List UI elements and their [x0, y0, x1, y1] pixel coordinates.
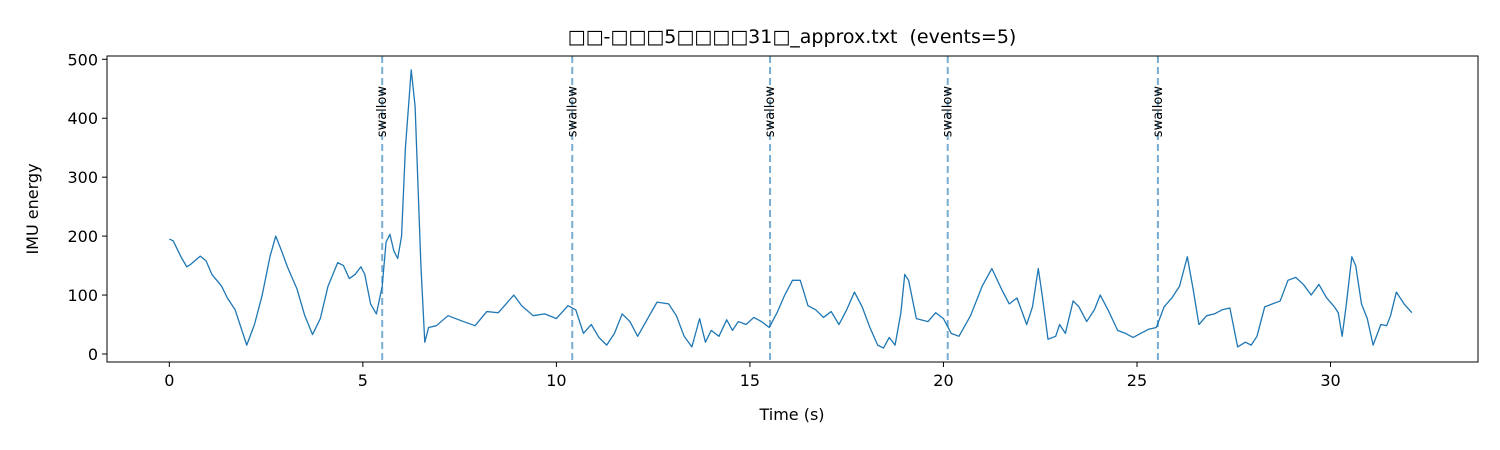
x-tick-label: 10: [546, 371, 566, 390]
event-label: swallow: [1151, 86, 1166, 138]
x-tick-label: 20: [933, 371, 953, 390]
event-label: swallow: [565, 86, 580, 138]
y-tick-label: 400: [67, 109, 98, 128]
event-label: swallow: [375, 86, 390, 138]
x-tick-label: 0: [164, 371, 174, 390]
y-tick-label: 0: [88, 345, 98, 364]
plot-frame: [106, 55, 1479, 363]
y-tick-label: 200: [67, 227, 98, 246]
chart-title: □□-□□□5□□□□31□_approx.txt (events=5): [568, 26, 1017, 48]
x-axis-label: Time (s): [758, 405, 824, 424]
y-tick-label: 300: [67, 168, 98, 187]
event-label: swallow: [941, 86, 956, 138]
event-label: swallow: [763, 86, 778, 138]
x-tick-label: 5: [358, 371, 368, 390]
x-tick-label: 30: [1320, 371, 1340, 390]
y-axis-label: IMU energy: [23, 163, 42, 254]
x-tick-label: 25: [1127, 371, 1147, 390]
y-tick-label: 500: [67, 50, 98, 69]
x-tick-label: 15: [740, 371, 760, 390]
data-line: [169, 69, 1413, 349]
y-tick-label: 100: [67, 286, 98, 305]
